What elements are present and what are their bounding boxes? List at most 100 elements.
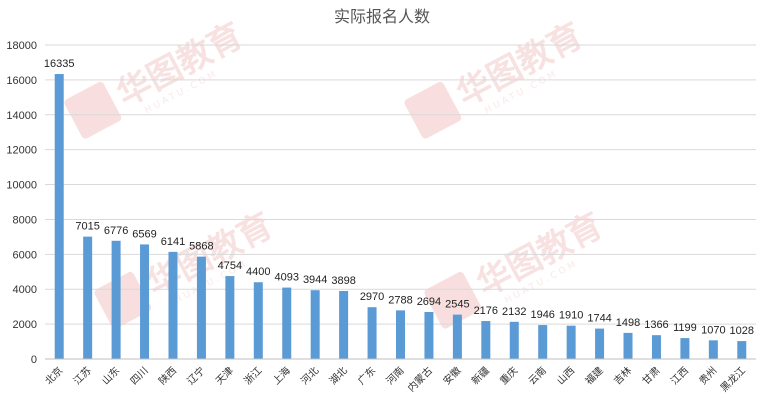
data-label: 16335 (44, 58, 75, 70)
data-label: 6141 (161, 236, 185, 248)
y-axis-ticks: 0 2000 4000 6000 8000 10000 12000 14000 16000 180… (6, 40, 37, 366)
bar (481, 321, 491, 359)
data-label: 3898 (331, 275, 355, 287)
y-tick-label: 18000 (6, 40, 37, 52)
bar (737, 341, 747, 359)
y-tick-label: 12000 (6, 145, 37, 157)
watermark-brand: 华图教育 (450, 16, 589, 115)
x-tick-label: 甘肃 (639, 364, 662, 387)
bar (680, 338, 690, 359)
chart-title: 实际报名人数 (334, 7, 430, 26)
bar (140, 244, 150, 359)
data-label: 5868 (189, 241, 213, 253)
bar (566, 325, 576, 359)
watermark-brand: 华图教育 (470, 206, 609, 305)
data-label: 4093 (274, 272, 298, 284)
x-tick-label: 广东 (355, 364, 378, 387)
x-tick-label: 云南 (525, 364, 548, 387)
gridlines (45, 44, 756, 325)
watermark-emblem (94, 271, 152, 329)
bar (509, 321, 519, 359)
data-label: 2694 (417, 296, 441, 308)
bar (367, 307, 377, 359)
bar (424, 312, 434, 359)
bar (651, 335, 661, 359)
bar (168, 251, 178, 359)
watermark-brand: 华图教育 (110, 16, 249, 115)
x-tick-label: 北京 (42, 364, 65, 387)
data-label: 3944 (303, 274, 327, 286)
bar (708, 340, 718, 359)
x-tick-label: 江西 (668, 365, 691, 388)
data-label: 2970 (360, 291, 384, 303)
data-label: 4400 (246, 266, 270, 278)
x-tick-label: 陕西 (156, 364, 179, 387)
data-label: 6569 (132, 228, 156, 240)
x-tick-label: 上海 (270, 364, 293, 387)
x-tick-label: 河南 (383, 364, 406, 387)
bar (225, 276, 235, 359)
x-tick-label: 辽宁 (184, 364, 207, 387)
bar (452, 314, 462, 359)
x-tick-label: 黑龙江 (717, 364, 747, 394)
bar (111, 240, 121, 359)
x-tick-label: 山东 (99, 364, 122, 387)
bar (595, 328, 605, 359)
x-tick-label: 吉林 (611, 364, 634, 387)
bar (253, 282, 263, 359)
y-tick-label: 4000 (13, 284, 37, 296)
data-label: 2788 (388, 294, 412, 306)
data-label: 1366 (644, 319, 668, 331)
x-tick-label: 内蒙古 (405, 364, 435, 394)
x-axis-ticks: 北京 江苏 山东 四川 陕西 辽宁 天津 浙江 上海 河北 湖北 广东 河南 内蒙古 安徽 新疆 重庆 云南 山西福… (42, 364, 748, 394)
watermark-emblem (64, 81, 122, 139)
data-label: 1744 (587, 313, 611, 325)
bar (83, 236, 93, 359)
bar (396, 310, 405, 359)
data-labels: 16335 7015 6776 6569 6141 5868 4754 4400 4093 394… (44, 58, 754, 337)
x-tick-label: 浙江 (242, 365, 265, 388)
x-tick-label: 四川 (129, 365, 151, 387)
bar (310, 290, 320, 359)
data-label: 6776 (104, 225, 128, 237)
data-label: 1946 (530, 309, 554, 321)
bar (538, 325, 548, 359)
x-tick-label: 贵州 (696, 364, 719, 387)
x-tick-label: 新疆 (469, 364, 492, 387)
data-label: 2176 (474, 305, 498, 317)
x-tick-label: 安徽 (440, 364, 463, 387)
watermark-emblem (424, 271, 482, 329)
y-tick-label: 2000 (13, 319, 37, 331)
watermark-emblem (404, 81, 462, 139)
data-label: 7015 (75, 221, 99, 233)
x-tick-label: 山西 (555, 365, 578, 388)
data-label: 2545 (445, 299, 469, 311)
bar (623, 332, 633, 359)
bar (54, 74, 64, 360)
x-tick-label: 湖北 (327, 365, 350, 388)
data-label: 1070 (701, 324, 725, 336)
y-tick-label: 14000 (6, 110, 37, 122)
data-label: 1498 (616, 317, 640, 329)
x-tick-label: 江苏 (70, 364, 93, 387)
y-tick-label: 6000 (13, 249, 37, 261)
bars (54, 74, 747, 360)
x-tick-label: 河北 (299, 365, 322, 388)
x-tick-label: 福建 (582, 364, 605, 387)
data-label: 4754 (218, 260, 242, 272)
data-label: 1199 (673, 322, 697, 334)
x-tick-label: 天津 (213, 365, 236, 388)
bar (196, 256, 206, 359)
y-tick-label: 10000 (6, 180, 37, 192)
bar (339, 291, 349, 359)
bar (282, 287, 292, 359)
data-label: 1910 (559, 310, 583, 322)
y-tick-label: 8000 (13, 214, 37, 226)
y-tick-label: 0 (31, 354, 37, 366)
y-tick-label: 16000 (6, 75, 37, 87)
x-tick-label: 重庆 (497, 364, 520, 387)
data-label: 1028 (730, 325, 754, 337)
